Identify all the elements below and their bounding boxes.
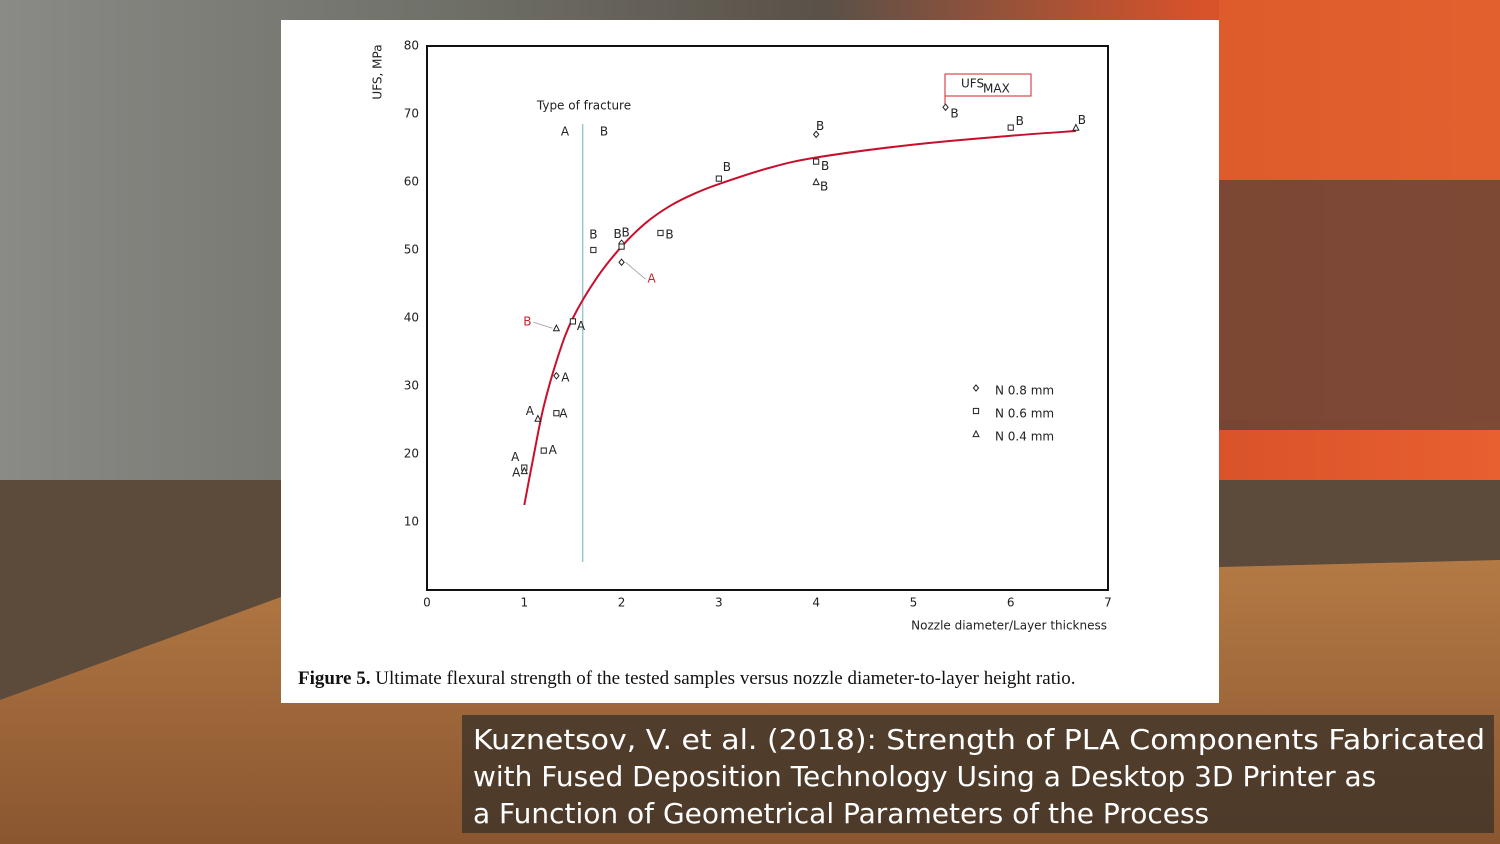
data-point	[618, 258, 625, 267]
chart: UFS, MPa Nozzle diameter/Layer thickness…	[371, 39, 1112, 633]
x-tick-label: 7	[1104, 596, 1112, 610]
caption-label: Figure 5.	[298, 668, 370, 689]
y-tick-label: 30	[404, 379, 419, 393]
point-label: B	[621, 226, 629, 240]
point-label: B	[589, 228, 597, 242]
point-label: B	[1016, 114, 1024, 128]
data-point	[553, 371, 560, 380]
data-point	[552, 323, 561, 332]
data-point	[657, 229, 664, 237]
data-point	[1007, 124, 1014, 131]
x-axis-title: Nozzle diameter/Layer thickness	[911, 619, 1107, 633]
x-tick-label: 2	[618, 596, 626, 610]
citation-line: with Fused Deposition Technology Using a…	[473, 760, 1376, 793]
point-label: A	[561, 370, 570, 384]
x-tick-label: 4	[812, 596, 820, 610]
data-point	[534, 414, 542, 422]
max-label: UFS	[961, 77, 984, 91]
point-label: B	[950, 107, 958, 121]
fit-curve	[523, 130, 1076, 506]
x-tick-label: 5	[910, 596, 918, 610]
point-label: B	[523, 315, 531, 329]
point-label: A	[559, 407, 568, 421]
annotation: Type of fracture	[536, 99, 631, 113]
y-tick-label: 20	[404, 447, 419, 461]
data-point	[715, 175, 722, 182]
legend-marker	[972, 429, 980, 438]
caption-text: Ultimate flexural strength of the tested…	[375, 668, 1075, 689]
y-tick-label: 50	[404, 243, 419, 257]
data-point	[540, 447, 547, 454]
citation-line: a Function of Geometrical Parameters of …	[473, 797, 1209, 830]
x-tick-label: 1	[520, 596, 528, 610]
label-leader	[533, 321, 553, 329]
x-tick-label: 0	[423, 596, 431, 610]
point-label: B	[820, 180, 828, 194]
point-label: A	[526, 404, 535, 418]
citation-box	[462, 715, 1494, 833]
region-label: A	[561, 125, 570, 139]
y-axis-title: UFS, MPa	[371, 44, 385, 99]
region-label: B	[600, 125, 608, 139]
point-label: B	[816, 119, 824, 133]
data-point	[812, 177, 820, 186]
legend-marker	[972, 407, 980, 415]
point-label: A	[549, 443, 558, 457]
legend-marker	[972, 384, 980, 392]
x-tick-label: 3	[715, 596, 723, 610]
y-tick-label: 80	[404, 39, 419, 53]
background-object	[1219, 180, 1500, 430]
point-label: B	[613, 227, 621, 241]
y-tick-label: 10	[404, 515, 419, 529]
label-leader	[625, 261, 646, 280]
data-point	[618, 243, 625, 250]
data-point	[520, 466, 529, 475]
data-point	[553, 410, 560, 417]
legend-label: N 0.6 mm	[995, 407, 1054, 421]
legend-label: N 0.4 mm	[995, 430, 1054, 444]
max-subscript: MAX	[983, 82, 1010, 96]
data-point	[590, 246, 597, 254]
point-label: A	[512, 466, 521, 480]
point-label: B	[1078, 113, 1086, 127]
data-point	[812, 130, 820, 139]
max-box	[944, 73, 1032, 97]
point-label: A	[511, 450, 520, 464]
point-label: A	[647, 272, 656, 286]
point-label: B	[665, 228, 673, 242]
citation-line: Kuznetsov, V. et al. (2018): Strength of…	[473, 723, 1485, 756]
data-point	[813, 158, 820, 165]
point-label: A	[577, 319, 586, 333]
point-label: B	[821, 159, 829, 173]
data-point	[569, 318, 577, 325]
y-tick-label: 70	[404, 107, 419, 121]
data-point	[942, 103, 949, 112]
legend-label: N 0.8 mm	[995, 384, 1054, 398]
data-point	[1072, 123, 1080, 131]
point-label: B	[723, 160, 731, 174]
x-tick-label: 6	[1007, 596, 1015, 610]
y-tick-label: 60	[404, 175, 419, 189]
y-tick-label: 40	[404, 311, 419, 325]
caption: Figure 5. Ultimate flexural strength of …	[298, 668, 1076, 689]
